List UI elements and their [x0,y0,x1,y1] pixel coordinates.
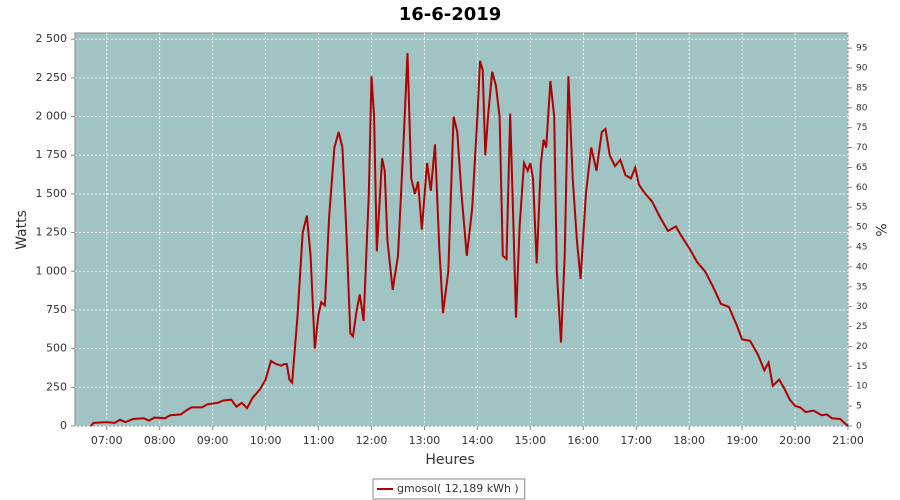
y2-tick-label: 90 [856,64,868,74]
y-tick-label: 2 250 [36,71,68,84]
y2-tick-label: 60 [856,183,868,193]
x-tick-label: 13:00 [409,434,441,447]
x-tick-label: 07:00 [91,434,123,447]
y2-tick-label: 80 [856,103,868,113]
x-tick-label: 21:00 [832,434,864,447]
y-tick-label: 2 000 [36,110,68,123]
x-tick-label: 10:00 [250,434,282,447]
legend-label: gmosol( 12,189 kWh ) [397,482,519,495]
x-tick-label: 17:00 [620,434,652,447]
y-tick-label: 1 500 [36,187,68,200]
y2-tick-label: 5 [856,402,862,412]
y2-tick-label: 50 [856,223,868,233]
y2-tick-label: 55 [856,203,867,213]
x-tick-label: 20:00 [779,434,811,447]
legend: gmosol( 12,189 kWh ) [372,478,526,500]
y2-tick-label: 95 [856,44,867,54]
y2-tick-label: 65 [856,163,867,173]
y-tick-label: 250 [46,380,67,393]
legend-box [372,478,526,500]
y-tick-label: 1 250 [36,226,68,239]
y2-tick-label: 35 [856,282,867,292]
y-axis-label: Watts [14,210,30,250]
x-tick-label: 08:00 [144,434,176,447]
y2-tick-label: 20 [856,342,868,352]
chart-title: 16-6-2019 [399,4,502,25]
y2-tick-label: 40 [856,262,868,272]
y2-tick-label: 85 [856,83,867,93]
y2-tick-label: 30 [856,302,868,312]
y-tick-label: 500 [46,342,67,355]
x-tick-label: 19:00 [726,434,758,447]
x-tick-label: 11:00 [303,434,335,447]
x-tick-label: 12:00 [356,434,388,447]
y2-tick-label: 75 [856,123,867,133]
y2-tick-label: 70 [856,143,868,153]
x-tick-label: 14:00 [462,434,494,447]
plot-area [74,32,849,427]
x-tick-label: 15:00 [514,434,546,447]
y-tick-label: 2 500 [36,32,68,45]
y2-tick-label: 15 [856,362,867,372]
x-axis-label: Heures [425,452,474,468]
y-tick-label: 1 750 [36,148,68,161]
y2-tick-label: 25 [856,322,867,332]
y2-axis-label: % [872,223,888,236]
y2-tick-label: 45 [856,243,867,253]
y-tick-label: 1 000 [36,264,68,277]
x-tick-label: 16:00 [567,434,599,447]
x-tick-label: 09:00 [197,434,229,447]
y-tick-label: 0 [60,419,67,432]
y2-tick-label: 10 [856,382,868,392]
data-line [90,53,849,427]
y-tick-label: 750 [46,303,67,316]
y2-tick-label: 0 [856,422,862,432]
x-tick-label: 18:00 [673,434,705,447]
